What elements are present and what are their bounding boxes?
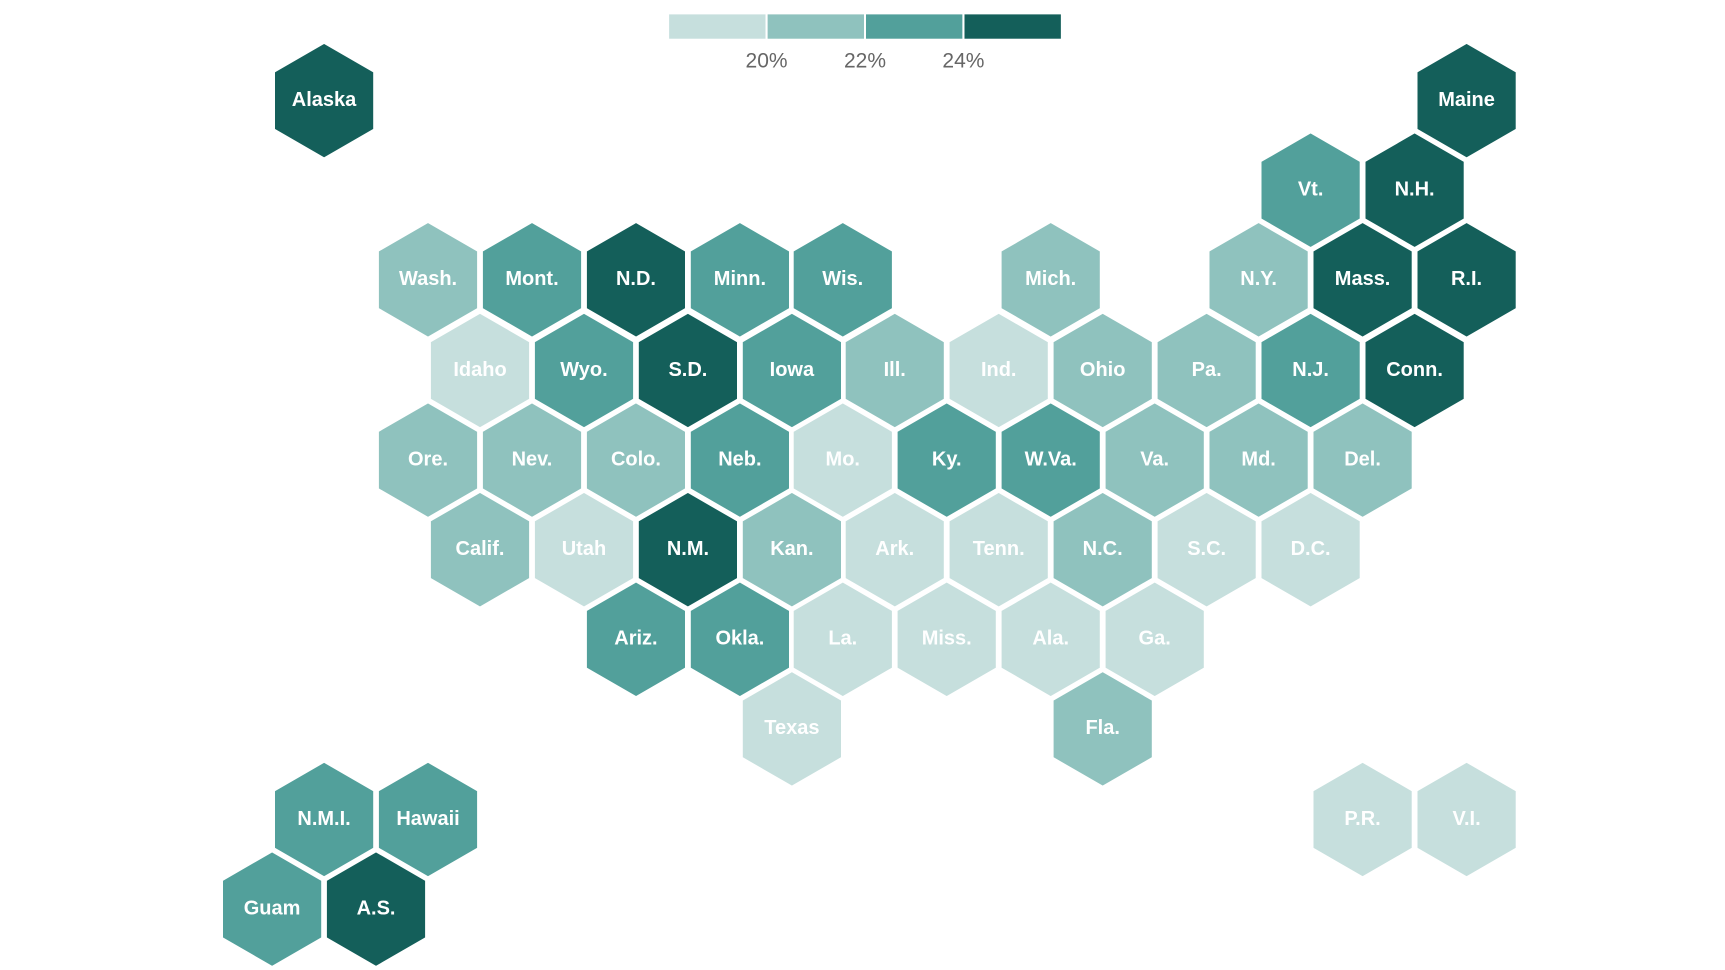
state-label: Ind. — [981, 359, 1017, 381]
state-hex — [997, 218, 1104, 342]
state-label: S.C. — [1187, 538, 1226, 560]
state-label: Minn. — [714, 268, 766, 290]
state-label: Fla. — [1085, 717, 1119, 739]
state-label: Wis. — [822, 268, 863, 290]
state-label: Vt. — [1298, 179, 1324, 201]
state-label: Nev. — [512, 448, 553, 470]
state-label: D.C. — [1291, 538, 1331, 560]
legend-swatch — [964, 14, 1061, 39]
state-label: N.H. — [1395, 179, 1435, 201]
state-label: Guam — [244, 897, 301, 919]
state-label: Md. — [1241, 448, 1275, 470]
state-hex — [322, 847, 430, 970]
state-hex — [1413, 218, 1520, 342]
state-hex — [1049, 667, 1156, 791]
state-label: Ariz. — [614, 628, 657, 650]
state-label: Iowa — [770, 359, 815, 381]
state-label: Miss. — [922, 628, 972, 650]
state-label: Calif. — [456, 538, 505, 560]
legend-swatch — [767, 14, 864, 39]
state-hex — [1257, 488, 1364, 612]
state-hex — [271, 39, 378, 162]
state-label: Mich. — [1025, 268, 1076, 290]
legend-swatch — [669, 14, 766, 39]
state-label: Mont. — [505, 268, 558, 290]
state-label: Conn. — [1386, 359, 1443, 381]
state-label: Ohio — [1080, 359, 1126, 381]
state-label: Kan. — [770, 538, 813, 560]
state-label: N.M.I. — [297, 808, 350, 830]
state-label: Mass. — [1335, 268, 1391, 290]
legend-label: 22% — [844, 49, 886, 72]
state-label: La. — [828, 628, 857, 650]
state-label: N.C. — [1083, 538, 1123, 560]
state-label: Maine — [1438, 89, 1495, 111]
state-label: Neb. — [718, 448, 761, 470]
legend-swatch — [865, 14, 963, 39]
state-label: Mo. — [826, 448, 860, 470]
state-label: Wyo. — [560, 359, 607, 381]
state-label: Va. — [1140, 448, 1169, 470]
state-label: Ky. — [932, 448, 962, 470]
state-label: Pa. — [1192, 359, 1222, 381]
state-label: Hawaii — [396, 808, 459, 830]
state-label: Del. — [1344, 448, 1381, 470]
state-label: N.J. — [1292, 359, 1329, 381]
legend-label: 20% — [746, 49, 788, 72]
state-label: S.D. — [668, 359, 707, 381]
state-label: P.R. — [1344, 808, 1380, 830]
state-label: Ark. — [875, 538, 914, 560]
state-label: Wash. — [399, 268, 457, 290]
state-label: N.D. — [616, 268, 656, 290]
state-label: R.I. — [1451, 268, 1482, 290]
state-label: Ala. — [1032, 628, 1069, 650]
state-label: Tenn. — [973, 538, 1025, 560]
state-label: V.I. — [1452, 808, 1480, 830]
legend-label: 24% — [942, 49, 984, 72]
state-label: Utah — [562, 538, 606, 560]
state-label: Texas — [764, 717, 819, 739]
state-hex — [1413, 758, 1520, 881]
state-label: Ore. — [408, 448, 448, 470]
state-label: Colo. — [611, 448, 661, 470]
state-label: A.S. — [357, 897, 396, 919]
state-label: N.Y. — [1240, 268, 1277, 290]
state-label: N.M. — [667, 538, 709, 560]
state-label: Idaho — [453, 359, 506, 381]
state-label: Ill. — [884, 359, 906, 381]
state-label: Okla. — [715, 628, 764, 650]
state-label: Alaska — [292, 89, 357, 111]
state-hex — [738, 667, 845, 791]
state-label: Ga. — [1139, 628, 1171, 650]
state-label: W.Va. — [1025, 448, 1077, 470]
